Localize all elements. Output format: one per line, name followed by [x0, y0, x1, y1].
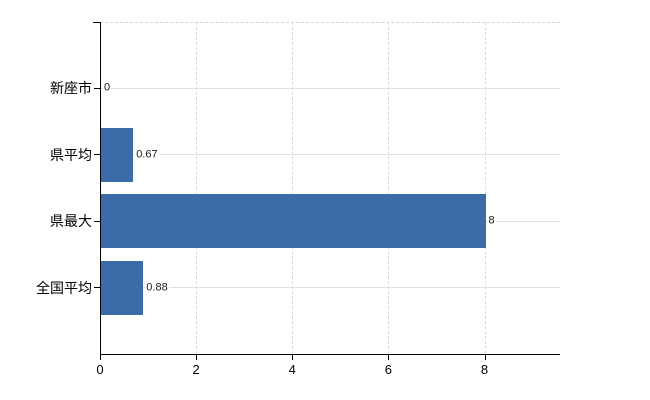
- y-tick: [94, 287, 100, 289]
- x-tick-label: 0: [96, 362, 104, 377]
- x-tick: [388, 355, 390, 360]
- x-tick: [196, 355, 198, 360]
- v-gridline: [484, 22, 486, 354]
- h-gridline: [100, 154, 560, 156]
- x-tick-label: 2: [192, 362, 200, 377]
- x-tick-label: 4: [288, 362, 296, 377]
- x-tick: [100, 355, 101, 360]
- category-label: 新座市: [50, 80, 92, 97]
- y-tick: [94, 154, 100, 156]
- x-tick: [292, 355, 294, 360]
- x-axis-line: [100, 354, 560, 355]
- plot-top-border: [100, 22, 560, 23]
- bar-全国平均: [101, 260, 144, 315]
- category-label: 全国平均: [36, 279, 92, 296]
- v-gridline: [196, 22, 198, 354]
- x-tick-label: 6: [384, 362, 392, 377]
- bar-value-label: 8: [487, 214, 496, 228]
- h-gridline: [100, 87, 560, 89]
- bar-value-label: 0.88: [145, 281, 169, 295]
- y-tick: [94, 220, 100, 222]
- bar-value-label: 0: [103, 81, 112, 95]
- h-gridline: [100, 287, 560, 289]
- bar-県平均: [101, 127, 134, 182]
- bar-value-label: 0.67: [135, 148, 159, 162]
- y-axis-top-tick: [93, 22, 100, 23]
- category-label: 県平均: [50, 146, 92, 163]
- bar-県最大: [101, 194, 486, 249]
- x-tick: [484, 355, 486, 360]
- x-tick-label: 8: [480, 362, 489, 377]
- y-tick: [94, 87, 100, 89]
- v-gridline: [292, 22, 294, 354]
- category-label: 県最大: [50, 213, 92, 230]
- v-gridline: [388, 22, 390, 354]
- y-axis-line: [100, 22, 101, 355]
